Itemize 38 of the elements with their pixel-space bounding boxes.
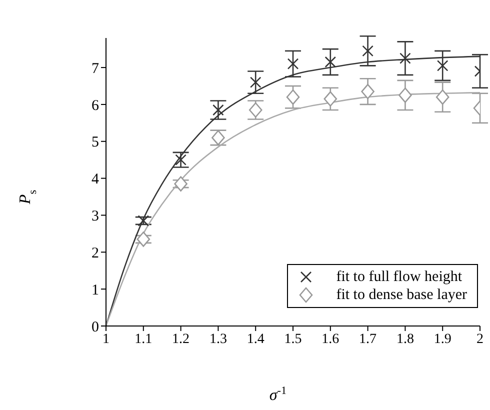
x-tick-label: 1.6 [322,332,340,347]
x-tick-label: 1.3 [209,332,227,347]
x-tick-label: 2 [476,332,484,347]
x-tick-label: 1.1 [134,332,152,347]
y-tick-label: 4 [92,172,100,188]
x-tick-label: 1.7 [359,332,377,347]
x-axis-title: σ$^{-1}$ [269,385,287,404]
x-tick-label: 1.9 [434,332,452,347]
point [436,60,448,72]
point [362,45,374,57]
point [250,76,262,88]
legend-label: fit to dense base layer [336,286,467,304]
y-tick-label: 6 [92,98,100,114]
x-tick-label: 1.5 [284,332,302,347]
point [286,89,300,105]
legend-label: fit to full flow height [336,268,462,286]
point [287,58,299,70]
x-tick-label: 1 [102,332,110,347]
point [324,91,338,107]
point [400,52,411,64]
x-tick-label: 1.2 [172,332,190,347]
point [436,89,450,105]
y-tick-label: 0 [92,319,99,336]
y-tick-label: 3 [92,208,99,225]
point [324,56,336,68]
x-tick-label: 1.4 [246,332,264,347]
y-tick-label: 2 [92,245,99,262]
y-tick-label: 1 [92,282,99,298]
point [212,104,224,116]
point [136,232,150,247]
point [174,176,188,192]
y-tick-label: 7 [92,60,100,77]
point [175,154,186,166]
x-tick-label: 1.8 [396,332,414,347]
y-tick-label: 5 [92,134,99,151]
point [398,88,412,103]
point [138,215,150,226]
point [361,84,374,100]
